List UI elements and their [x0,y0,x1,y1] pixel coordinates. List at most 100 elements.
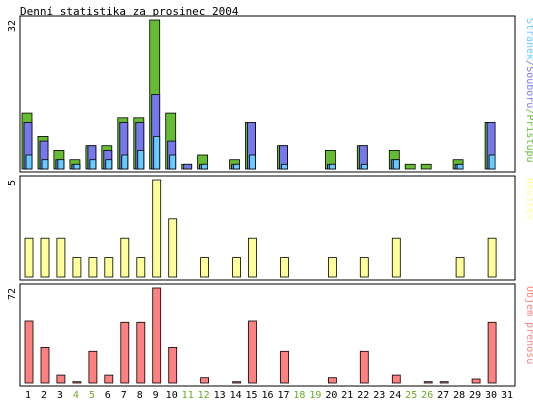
bar [232,381,242,384]
bar [120,237,130,278]
x-tick-label: 7 [121,390,127,401]
series-1 [24,179,497,278]
bar [455,257,465,278]
bar [136,257,146,278]
panel-frame [19,283,516,387]
bar [360,163,368,170]
bar [41,159,49,170]
bar [153,135,161,170]
bar [327,257,337,278]
bar [168,346,178,384]
bar [56,237,66,278]
bar [169,154,177,170]
bar [391,237,401,278]
x-tick-label: 26 [421,390,433,401]
bar [248,320,257,384]
legend: Návštěv [524,178,533,220]
x-tick-label: 30 [485,390,497,401]
panel-top: 32 Stránek/Souborů/Přístupů [7,15,533,173]
bar [136,321,146,384]
bar [104,374,114,384]
bar [249,154,256,170]
y-axis-max-label: 32 [7,20,18,32]
chart-title: Denní statistika za prosinec 2004 [20,5,239,18]
bar [487,237,497,278]
x-tick-label: 25 [405,390,417,401]
bar [88,350,98,384]
legend-entry: Stránek [524,18,533,60]
bar [280,257,289,278]
bar [152,287,162,384]
series-1 [24,287,497,384]
bar [359,350,369,384]
bar [359,257,369,278]
bar [232,257,242,278]
bar [392,159,400,170]
panel-bottom: 72 Objem přenosu [7,283,533,387]
series-3 [25,135,496,170]
x-tick-label: 9 [153,390,159,401]
x-tick-label: 15 [245,390,257,401]
bar [120,321,130,384]
bar [183,163,193,170]
bar [233,163,241,170]
bar [327,377,337,384]
bar [391,374,401,384]
bar [328,163,336,170]
x-tick-label: 17 [277,390,289,401]
x-tick-label: 23 [373,390,385,401]
panel-frame [19,175,516,281]
y-axis-max-label: 5 [7,180,18,186]
bar [487,321,497,384]
bar [168,218,178,278]
bar [121,154,129,170]
x-tick-label: 8 [137,390,143,401]
legend-entry: / [524,60,533,66]
bar [456,163,464,170]
x-axis-day-labels: 1 2 3 4 5 6 7 8 9 10 11 12 13 14 15 16 17 18 19 20 21 22 23 24 2… [25,390,513,401]
legend-entry: Návštěv [524,178,533,220]
legend-entry: / [524,108,533,114]
x-tick-label: 28 [453,390,465,401]
x-tick-label: 19 [309,390,321,401]
bar [201,163,209,170]
bar [404,163,416,170]
x-tick-label: 2 [41,390,47,401]
bar [88,257,98,278]
bar [40,237,50,278]
x-tick-label: 3 [57,390,63,401]
bar [24,237,34,278]
bar [72,257,82,278]
x-tick-label: 16 [261,390,273,401]
bar [488,154,496,170]
bar [280,350,289,384]
bar [73,163,81,170]
bar [420,163,432,170]
bar [104,257,114,278]
panel-middle: 5 Návštěv [7,175,533,281]
bar [89,159,97,170]
x-tick-label: 18 [293,390,305,401]
legend: Stránek/Souborů/Přístupů [524,18,533,163]
x-tick-label: 31 [501,390,513,401]
bar [72,381,82,384]
y-axis-max-label: 72 [7,288,18,300]
bar [152,179,162,278]
x-tick-label: 4 [73,390,79,401]
legend: Objem přenosu [524,286,533,364]
x-tick-label: 10 [166,390,178,401]
bar [200,257,210,278]
legend-entry: Souborů [524,66,533,108]
bar [25,154,33,170]
bar [56,374,66,384]
bar [57,159,65,170]
bar [200,377,210,384]
x-tick-label: 14 [230,390,242,401]
x-tick-label: 24 [389,390,401,401]
legend-entry: Objem přenosu [524,286,533,364]
chart-panels: 32 Stránek/Souborů/Přístupů 5 Návštěv 72 Obje… [7,15,533,387]
bar [40,346,50,384]
bar [423,381,433,384]
bar [24,320,34,384]
